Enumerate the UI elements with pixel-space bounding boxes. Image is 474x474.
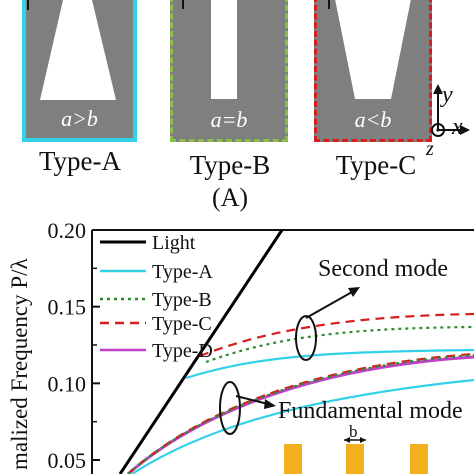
y-tick-label: 0.05 — [48, 448, 87, 473]
second-mode-arrowhead — [348, 287, 360, 297]
y-tick-label: 0.15 — [48, 295, 87, 320]
cell-c-ratio: a<b — [354, 107, 392, 132]
second-mode-arrow — [305, 291, 353, 319]
grating-bar-3 — [410, 444, 428, 474]
grating-bar-2 — [346, 444, 364, 474]
fundamental-mode-ellipse — [219, 381, 241, 435]
y-tick-label: 0.10 — [48, 371, 87, 396]
type-a-label: Type-A — [38, 146, 122, 176]
grating-bar-1 — [284, 444, 302, 474]
axis-x-label: x — [452, 114, 463, 140]
series-type-b-fund — [127, 353, 474, 474]
legend-label-type-d: Type-D — [152, 340, 213, 362]
b-arrow-left — [344, 437, 350, 443]
b-arrow-right — [360, 437, 366, 443]
series-type-a-fund — [131, 378, 474, 474]
cell-b-slot — [182, 0, 237, 99]
fundamental-mode-arrowhead — [264, 399, 276, 409]
type-b-label: Type-B — [189, 150, 271, 180]
series-type-a-second — [185, 348, 474, 380]
unit-cell-type-b: a=b — [170, 0, 288, 142]
panel-a-label: (A) — [212, 183, 249, 212]
chart-curves — [118, 229, 474, 474]
fundamental-mode-label: Fundamental mode — [278, 398, 463, 424]
unit-cell-type-c: a<b — [314, 0, 432, 142]
chart-frame: 0.20 0.15 0.10 0.05 malized Frequency P/λ — [7, 218, 474, 474]
y-tick-label: 0.20 — [48, 218, 87, 243]
b-label: b — [349, 422, 358, 441]
series-light — [118, 229, 284, 474]
cell-c-slot — [328, 0, 411, 99]
second-mode-ellipse — [295, 315, 317, 361]
series-type-b-second — [205, 325, 474, 364]
legend-label-light: Light — [152, 232, 196, 254]
type-c-label: Type-C — [335, 150, 417, 180]
coordinate-axes-icon — [431, 84, 470, 137]
axis-z-label: z — [426, 138, 434, 160]
cell-b-ratio: a=b — [210, 107, 248, 132]
legend-label-type-c: Type-C — [152, 313, 212, 335]
legend-label-type-b: Type-B — [152, 289, 212, 311]
cell-a-ratio: a>b — [61, 106, 98, 131]
series-type-c-second — [199, 312, 474, 358]
y-axis-label: malized Frequency P/λ — [7, 257, 32, 470]
cell-a-slot — [27, 0, 116, 100]
legend-label-type-a: Type-A — [152, 261, 213, 283]
axis-y-label: y — [442, 82, 453, 108]
unit-cell-type-a: a>b — [22, 0, 137, 142]
second-mode-label: Second mode — [318, 256, 448, 282]
fundamental-mode-arrow — [235, 395, 269, 405]
